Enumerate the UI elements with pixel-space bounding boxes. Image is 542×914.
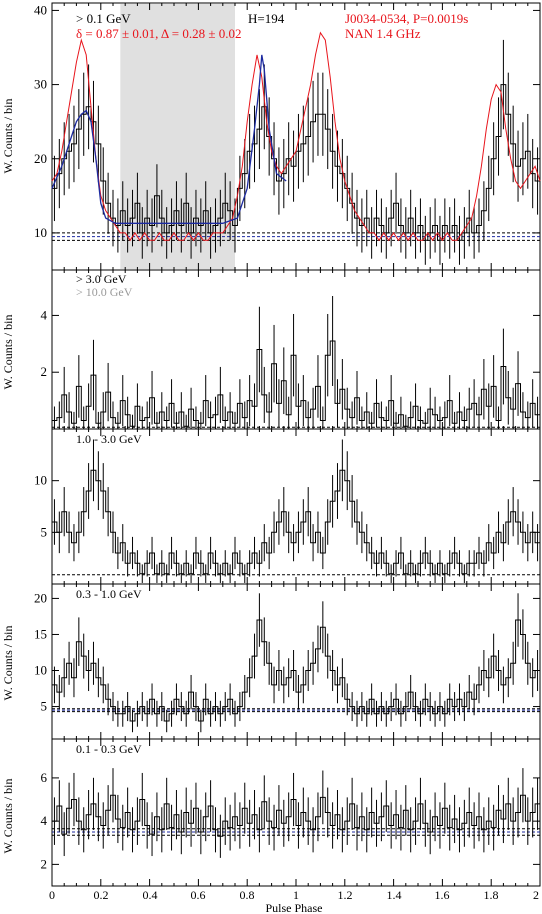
- x-tick-label: 0.8: [240, 888, 255, 902]
- gamma-histogram: [52, 340, 540, 427]
- y-tick-label: 4: [41, 813, 48, 828]
- energy-label-0.1-0.3gev: 0.1 - 0.3 GeV: [76, 742, 142, 756]
- h-test-label: H=194: [248, 11, 285, 26]
- panel-frame: [51, 583, 541, 740]
- y-tick-label: 4: [41, 307, 48, 322]
- y-tick-label: 2: [41, 364, 48, 379]
- panel-0.1-0.3gev: 2 4 6: [41, 738, 541, 887]
- source-label: J0034-0534, P=0.0019s: [345, 11, 468, 26]
- panel-0.3-1gev: 5 10 15 20: [34, 583, 541, 740]
- energy-label-0.3-1gev: 0.3 - 1.0 GeV: [76, 587, 142, 601]
- panel-1-3gev: 5 10: [34, 428, 541, 585]
- energy-label-10gev: > 10.0 GeV: [76, 285, 133, 299]
- x-tick-label: 2: [533, 888, 539, 902]
- ylabel-top: W. Counts / bin: [1, 99, 15, 174]
- y-tick-label: 40: [34, 2, 47, 17]
- y-tick-label: 15: [34, 626, 47, 641]
- y-tick-label: 30: [34, 77, 47, 92]
- gamma-histogram: [52, 469, 540, 575]
- radio-label: NAN 1.4 GHz: [345, 26, 421, 41]
- x-tick-label: 0.2: [94, 888, 109, 902]
- energy-label-1-3gev: 1.0 - 3.0 GeV: [76, 432, 142, 446]
- x-axis-label: Pulse Phase: [266, 901, 323, 914]
- y-tick-label: 10: [34, 225, 47, 240]
- radio-curve: [51, 31, 541, 242]
- y-tick-label: 20: [34, 590, 47, 605]
- panel-all-energies: 10 20 30 40: [34, 2, 541, 271]
- x-tick-label: 0: [49, 888, 55, 902]
- y-tick-label: 10: [34, 663, 47, 678]
- ylabel-0.3-1gev: W. Counts / bin: [1, 626, 15, 701]
- x-tick-label: 0.4: [143, 888, 158, 902]
- x-tick-label: 0.6: [191, 888, 206, 902]
- x-tick-label: 1: [293, 888, 299, 902]
- panel-above-3gev: 24: [41, 269, 541, 430]
- y-tick-label: 20: [34, 151, 47, 166]
- gamma-histogram: [52, 794, 540, 837]
- fit-curve: [51, 54, 287, 224]
- delta-stats-label: δ = 0.87 ± 0.01, Δ = 0.28 ± 0.02: [76, 26, 241, 41]
- energy-label-3gev: > 3.0 GeV: [76, 272, 127, 286]
- ylabel-0.1-0.3gev: W. Counts / bin: [1, 779, 15, 854]
- y-tick-label: 5: [41, 524, 48, 539]
- x-tick-labels: 0 0.2 0.4 0.6 0.8 1 1.2 1.4 1.6 1.8 2: [49, 888, 539, 902]
- x-tick-label: 1.4: [387, 888, 402, 902]
- y-tick-label: 6: [41, 770, 48, 785]
- x-tick-label: 1.2: [338, 888, 353, 902]
- ylabel-3gev: W. Counts / bin: [1, 315, 15, 390]
- top-energy-label: > 0.1 GeV: [76, 11, 131, 26]
- y-tick-label: 10: [34, 473, 47, 488]
- y-tick-label: 2: [41, 856, 48, 871]
- y-tick-label: 5: [41, 699, 48, 714]
- x-tick-label: 1.6: [435, 888, 450, 902]
- x-tick-label: 1.8: [484, 888, 499, 902]
- gamma-histogram: [52, 619, 540, 722]
